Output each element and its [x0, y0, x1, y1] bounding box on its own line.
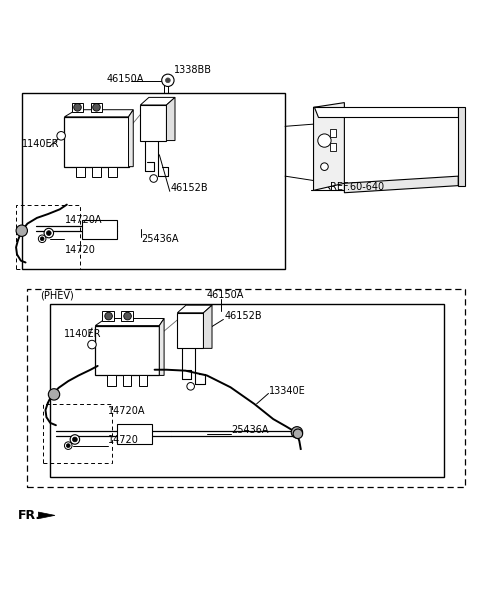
Bar	[121, 311, 133, 321]
Circle shape	[166, 78, 170, 83]
Circle shape	[16, 225, 27, 237]
Circle shape	[291, 426, 302, 438]
Circle shape	[66, 444, 70, 447]
Bar	[102, 311, 114, 321]
Circle shape	[70, 435, 80, 444]
Circle shape	[318, 134, 331, 147]
Bar	[108, 167, 117, 177]
Circle shape	[93, 104, 100, 111]
Text: FR.: FR.	[18, 509, 41, 522]
Polygon shape	[140, 98, 175, 105]
Bar	[91, 102, 102, 112]
Text: 1140ER: 1140ER	[22, 139, 59, 149]
Circle shape	[48, 389, 60, 400]
Circle shape	[74, 104, 81, 111]
Text: 14720A: 14720A	[64, 215, 102, 225]
Bar	[330, 143, 336, 152]
Bar	[117, 424, 152, 444]
Polygon shape	[38, 512, 55, 519]
Polygon shape	[159, 319, 164, 376]
Circle shape	[88, 340, 96, 349]
Polygon shape	[64, 110, 133, 117]
Text: 25436A: 25436A	[141, 234, 179, 244]
Bar	[16, 205, 80, 269]
Polygon shape	[178, 305, 212, 313]
Circle shape	[150, 175, 157, 182]
Bar	[43, 404, 112, 463]
Bar	[140, 105, 167, 141]
Text: 46152B: 46152B	[225, 311, 263, 321]
Circle shape	[44, 228, 54, 238]
Bar	[107, 376, 116, 386]
Bar	[76, 167, 85, 177]
Circle shape	[321, 163, 328, 171]
Circle shape	[162, 74, 174, 86]
Circle shape	[72, 437, 77, 442]
Bar	[92, 167, 100, 177]
Polygon shape	[344, 176, 458, 193]
Text: 13340E: 13340E	[269, 386, 306, 395]
Bar	[83, 220, 117, 239]
Text: 46150A: 46150A	[207, 290, 244, 300]
Text: REF.60-640: REF.60-640	[330, 182, 384, 192]
Bar	[26, 289, 466, 487]
Circle shape	[64, 442, 72, 449]
Circle shape	[293, 429, 302, 438]
Bar	[96, 326, 159, 376]
Polygon shape	[96, 319, 164, 326]
Polygon shape	[167, 98, 175, 141]
Circle shape	[47, 231, 51, 235]
Text: 1140ER: 1140ER	[63, 329, 101, 338]
Text: (PHEV): (PHEV)	[40, 291, 73, 301]
Polygon shape	[204, 305, 212, 349]
Bar	[64, 117, 129, 167]
Text: 46152B: 46152B	[170, 183, 208, 193]
Text: 14720: 14720	[108, 435, 139, 446]
Bar	[72, 102, 84, 112]
Circle shape	[57, 132, 65, 140]
Polygon shape	[313, 102, 344, 190]
Bar	[178, 313, 204, 349]
Circle shape	[187, 383, 194, 390]
Bar	[123, 376, 132, 386]
Bar	[50, 304, 444, 477]
Text: 14720A: 14720A	[108, 406, 145, 416]
Text: 25436A: 25436A	[231, 425, 269, 435]
Text: 14720: 14720	[64, 245, 96, 255]
Polygon shape	[313, 107, 318, 190]
Bar	[330, 129, 336, 137]
Polygon shape	[458, 107, 466, 186]
Circle shape	[38, 235, 46, 243]
Text: 46150A: 46150A	[106, 74, 144, 84]
Polygon shape	[313, 107, 458, 117]
Polygon shape	[129, 110, 133, 167]
Bar	[22, 93, 285, 269]
Circle shape	[124, 312, 132, 320]
Bar	[139, 376, 147, 386]
Circle shape	[105, 312, 112, 320]
Circle shape	[40, 237, 44, 241]
Text: 1338BB: 1338BB	[174, 65, 212, 75]
